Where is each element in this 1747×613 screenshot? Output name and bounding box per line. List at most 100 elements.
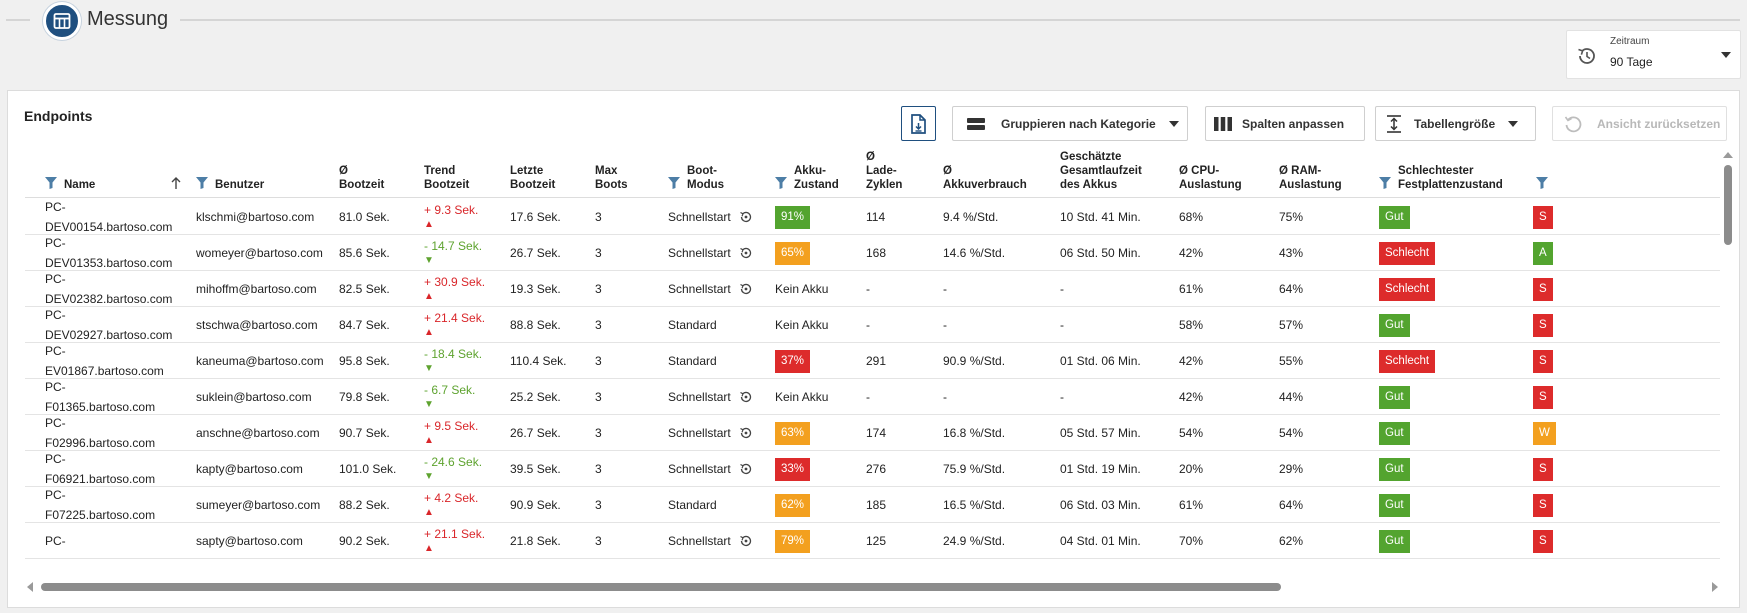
ram-value: 29% [1279,462,1304,476]
letzte-bootzeit-value: 110.4 Sek. [510,354,567,368]
scroll-right-icon[interactable] [1712,582,1718,592]
filter-icon[interactable] [196,177,208,189]
column-header-trend[interactable]: Trend Bootzeit [424,149,504,198]
letzte-bootzeit-cell: 88.8 Sek. [510,307,561,343]
zeitraum-value: 90 Tage [1610,55,1653,69]
user-cell: klschmi@bartoso.com [196,199,314,235]
akkuverbrauch-value: 9.4 %/Std. [943,210,999,224]
sort-ascending-icon[interactable] [171,177,181,189]
column-header-festplattenzustand[interactable]: Schlechtester Festplattenzustand [1379,149,1529,198]
column-header-gesamtlaufzeit[interactable]: Geschätzte Gesamtlaufzeit des Akkus [1060,149,1175,198]
table-row[interactable]: PC- DEV00154.bartoso.com klschmi@bartoso.c… [25,199,1720,235]
user-cell: sumeyer@bartoso.com [196,487,320,523]
akkuverbrauch-value: - [943,390,947,404]
trend-value: + 4.2 Sek. [424,490,479,505]
user-value: sumeyer@bartoso.com [196,498,321,512]
horizontal-scroll-thumb[interactable] [41,583,1281,591]
trend-value: + 21.1 Sek. [424,526,486,541]
endpoint-name-line: F07225.bartoso.com [45,508,156,522]
column-header-ram[interactable]: Ø RAM- Auslastung [1279,149,1374,198]
group-by-category-button[interactable]: Gruppieren nach Kategorie [952,106,1188,141]
table-size-button[interactable]: Tabellengröße [1375,106,1536,141]
column-label: Ø Akkuverbrauch [943,165,1027,191]
filter-icon[interactable] [668,177,680,189]
column-header-boot-modus[interactable]: Boot- Modus [668,149,768,198]
lade-zyklen-cell: 291 [866,343,886,379]
column-header-letzte-bootzeit[interactable]: Letzte Bootzeit [510,149,590,198]
column-header-akku-zustand[interactable]: Akku- Zustand [775,149,865,198]
ram-cell: 44% [1279,379,1303,415]
zeitraum-select[interactable]: Zeitraum 90 Tage [1566,30,1741,79]
user-value: kaneuma@bartoso.com [196,354,324,368]
status-badge: S [1533,493,1553,517]
ram-cell: 29% [1279,451,1303,487]
adjust-columns-button[interactable]: Spalten anpassen [1205,106,1365,141]
akku-cell: 37% [775,343,811,379]
column-header-benutzer[interactable]: Benutzer [196,149,336,198]
cpu-cell: 54% [1179,415,1203,451]
endpoint-name-cell: PC- EV01867.bartoso.com [45,343,164,379]
column-header-max-boots[interactable]: Max Boots [595,149,655,198]
column-header-cpu[interactable]: Ø CPU- Auslastung [1179,149,1274,198]
status-text: Kein Akku [775,390,829,404]
reset-view-button[interactable]: Ansicht zurücksetzen [1552,106,1727,141]
status-badge: S [1533,205,1553,229]
vertical-scroll-thumb[interactable] [1724,165,1732,245]
table-row[interactable]: PC- DEV01353.bartoso.com womeyer@bartoso.c… [25,235,1720,271]
trend-value: + 9.5 Sek. [424,418,479,433]
table-row[interactable]: PC- DEV02927.bartoso.com stschwa@bartoso.c… [25,307,1720,343]
endpoint-name-line: PC- [45,236,66,250]
endpoint-name-cell: PC- F06921.bartoso.com [45,451,155,487]
bootzeit-value: 88.2 Sek. [339,498,390,512]
table-row[interactable]: PC- EV01867.bartoso.com kaneuma@bartoso.co… [25,343,1720,379]
max-boots-value: 3 [595,462,602,476]
ram-cell: 55% [1279,343,1303,379]
endpoint-name-line: PC- [45,200,66,214]
vertical-scrollbar[interactable] [1721,149,1734,579]
horizontal-scrollbar[interactable] [25,581,1720,593]
user-cell: kaneuma@bartoso.com [196,343,324,379]
column-label: Letzte Bootzeit [510,165,556,191]
akku-cell: 91% [775,199,811,235]
column-header-lade-zyklen[interactable]: Ø Lade- Zyklen [866,149,936,198]
user-value: womeyer@bartoso.com [196,246,323,260]
laufzeit-value: 06 Std. 03 Min. [1060,498,1141,512]
scroll-up-icon[interactable] [1723,152,1733,158]
endpoint-name-line: DEV02927.bartoso.com [45,328,173,342]
table-row[interactable]: PC- F06921.bartoso.com kapty@bartoso.com 10… [25,451,1720,487]
table-row[interactable]: PC- DEV02382.bartoso.com mihoffm@bartoso.c… [25,271,1720,307]
lade-zyklen-value: 168 [866,246,887,260]
scroll-left-icon[interactable] [27,582,33,592]
trend-cell: + 4.2 Sek. ▲ [424,487,478,523]
boot-modus-cell: Schnellstart [668,199,753,235]
ram-value: 64% [1279,282,1304,296]
table-row[interactable]: PC-sapty@bartoso.com 90.2 Sek. + 21.1 Sek.… [25,523,1720,559]
filter-icon[interactable] [1536,177,1548,189]
chevron-down-icon [1168,120,1179,127]
status-badge: S [1533,385,1553,409]
fast-boot-icon [739,247,751,259]
status-badge: Gut [1379,529,1410,553]
table-row[interactable]: PC- F07225.bartoso.com sumeyer@bartoso.com… [25,487,1720,523]
user-value: anschne@bartoso.com [196,426,320,440]
cpu-value: 54% [1179,426,1204,440]
lade-zyklen-value: - [866,318,870,332]
laufzeit-value: 01 Std. 06 Min. [1060,354,1141,368]
column-label: Ø RAM- Auslastung [1279,165,1342,191]
letzte-bootzeit-value: 25.2 Sek. [510,390,561,404]
bootzeit-value: 95.8 Sek. [339,354,390,368]
filter-icon[interactable] [775,177,787,189]
column-header-akkuverbrauch[interactable]: Ø Akkuverbrauch [943,149,1053,198]
column-header-name[interactable]: Name [45,149,195,198]
column-header-bootzeit[interactable]: Ø Bootzeit [339,149,419,198]
table-row[interactable]: PC- F01365.bartoso.com suklein@bartoso.com… [25,379,1720,415]
export-button[interactable] [901,106,936,141]
letzte-bootzeit-cell: 19.3 Sek. [510,271,561,307]
column-header-next[interactable] [1536,149,1566,198]
user-cell: mihoffm@bartoso.com [196,271,317,307]
next-column-cell: S [1533,487,1553,523]
bootzeit-cell: 82.5 Sek. [339,271,390,307]
table-row[interactable]: PC- F02996.bartoso.com anschne@bartoso.com… [25,415,1720,451]
filter-icon[interactable] [1379,177,1391,189]
filter-icon[interactable] [45,177,57,189]
